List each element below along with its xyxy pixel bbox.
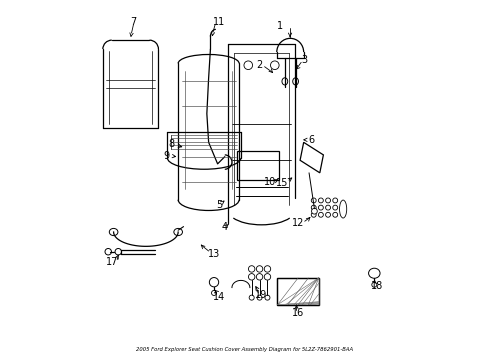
Bar <box>277 278 318 305</box>
Text: 19: 19 <box>254 291 266 301</box>
Ellipse shape <box>332 198 337 203</box>
Ellipse shape <box>248 266 254 272</box>
Ellipse shape <box>211 291 216 296</box>
Ellipse shape <box>332 212 337 217</box>
Text: 12: 12 <box>291 218 304 228</box>
Ellipse shape <box>248 274 254 280</box>
Text: 13: 13 <box>207 248 220 258</box>
Text: 14: 14 <box>212 292 224 302</box>
Ellipse shape <box>115 248 121 255</box>
Bar <box>277 278 318 305</box>
Bar <box>237 151 278 180</box>
Text: 3: 3 <box>301 55 307 65</box>
Ellipse shape <box>332 205 337 210</box>
Ellipse shape <box>270 61 279 69</box>
Text: 1: 1 <box>276 21 282 31</box>
Ellipse shape <box>311 212 316 217</box>
Text: 9: 9 <box>163 150 169 161</box>
Ellipse shape <box>311 205 316 210</box>
Ellipse shape <box>318 198 323 203</box>
Ellipse shape <box>368 268 379 278</box>
Ellipse shape <box>264 266 270 272</box>
Ellipse shape <box>325 205 330 210</box>
Ellipse shape <box>264 274 270 280</box>
Ellipse shape <box>249 295 254 300</box>
Ellipse shape <box>325 212 330 217</box>
Ellipse shape <box>311 208 317 214</box>
Ellipse shape <box>282 78 287 85</box>
Text: 4: 4 <box>221 222 227 232</box>
Ellipse shape <box>105 248 111 255</box>
Ellipse shape <box>256 274 262 280</box>
Text: 10: 10 <box>264 177 276 187</box>
Ellipse shape <box>244 61 252 69</box>
Text: 2005 Ford Explorer Seat Cushion Cover Assembly Diagram for 5L2Z-7862901-BAA: 2005 Ford Explorer Seat Cushion Cover As… <box>136 347 352 352</box>
Text: 15: 15 <box>275 178 288 188</box>
Text: 17: 17 <box>106 257 119 267</box>
Text: 8: 8 <box>167 139 174 149</box>
Ellipse shape <box>256 266 262 272</box>
Ellipse shape <box>311 198 316 203</box>
Ellipse shape <box>339 200 346 218</box>
Ellipse shape <box>174 228 182 235</box>
Ellipse shape <box>209 278 218 287</box>
Text: 2: 2 <box>256 60 262 70</box>
Ellipse shape <box>318 205 323 210</box>
Ellipse shape <box>257 295 262 300</box>
Ellipse shape <box>109 228 118 235</box>
Text: 5: 5 <box>216 200 222 210</box>
Text: 6: 6 <box>308 135 314 145</box>
Ellipse shape <box>371 282 376 287</box>
Text: 18: 18 <box>370 281 383 291</box>
Text: 7: 7 <box>130 17 136 27</box>
Ellipse shape <box>292 78 298 85</box>
Ellipse shape <box>318 212 323 217</box>
Text: 16: 16 <box>291 308 304 318</box>
Text: 11: 11 <box>212 17 224 27</box>
Ellipse shape <box>264 295 269 300</box>
Ellipse shape <box>325 198 330 203</box>
